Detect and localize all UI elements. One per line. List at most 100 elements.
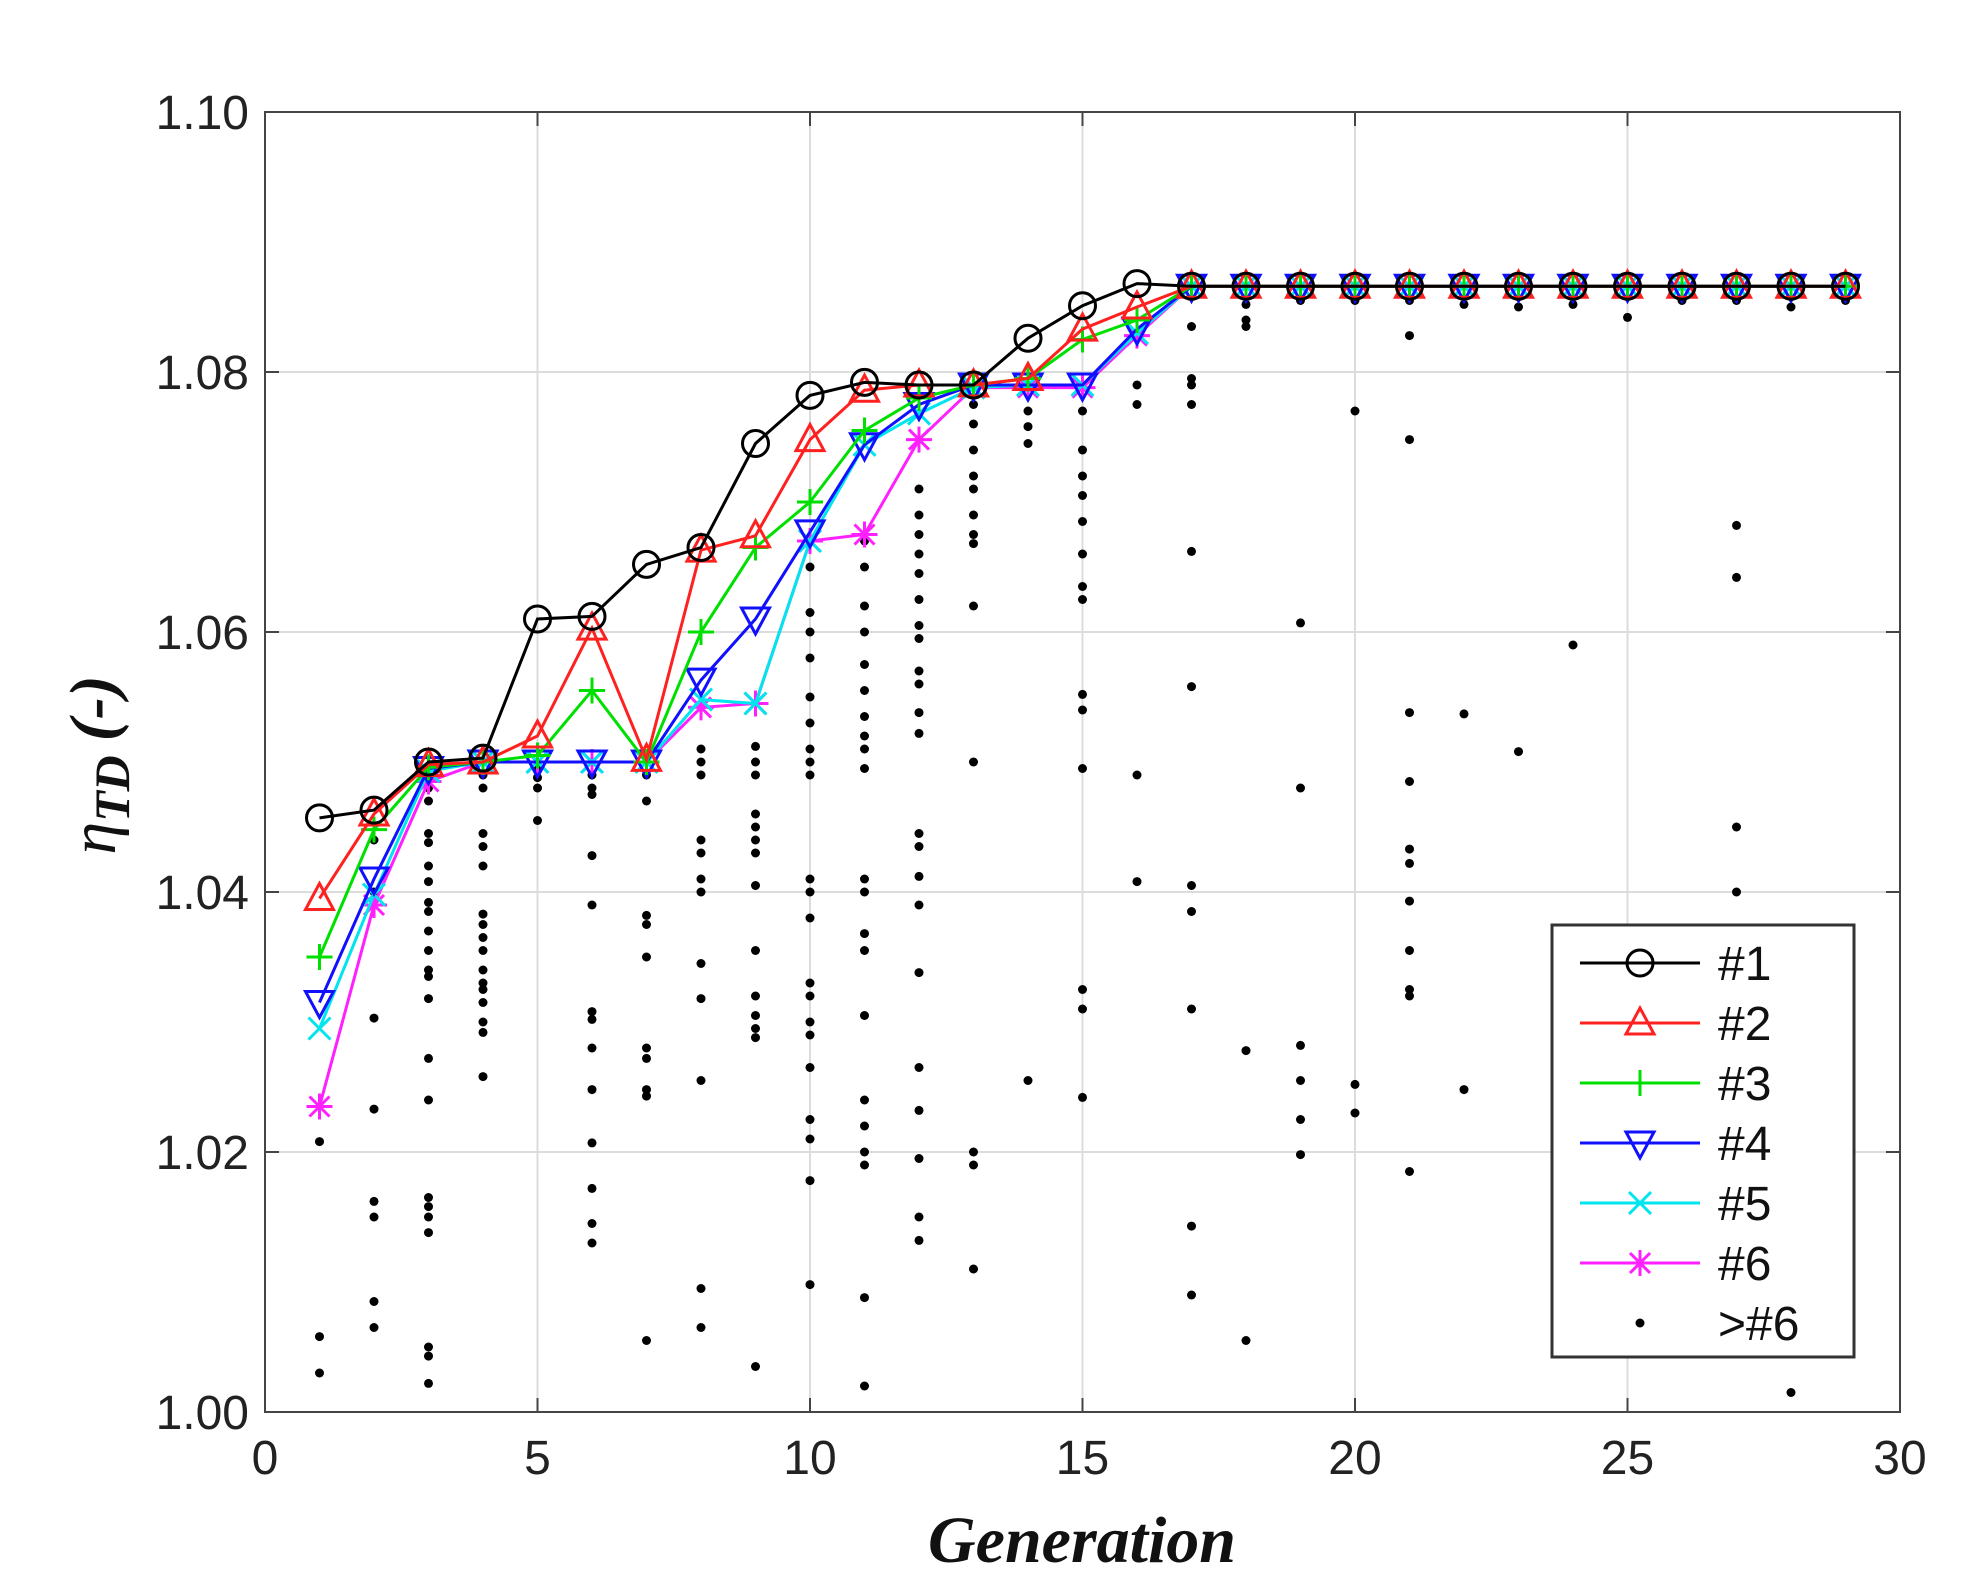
y-tick-label: 1.00	[156, 1387, 249, 1440]
series-point	[1501, 268, 1536, 299]
scatter-point	[969, 510, 978, 520]
scatter-point	[1078, 445, 1087, 455]
scatter-point	[642, 1053, 651, 1063]
scatter-point	[805, 692, 815, 702]
scatter-point	[860, 660, 869, 669]
scatter-point	[1187, 546, 1196, 556]
scatter-point	[369, 1013, 379, 1023]
scatter-point	[642, 796, 651, 806]
scatter-point	[642, 1043, 651, 1053]
series-point	[632, 549, 661, 579]
scatter-point	[805, 1280, 815, 1290]
scatter-point	[914, 679, 924, 689]
scatter-point	[1568, 640, 1578, 650]
scatter-point	[369, 1297, 379, 1306]
scatter-point	[587, 1043, 597, 1053]
series-point	[1722, 271, 1751, 301]
scatter-point	[860, 1160, 869, 1170]
series-point	[1613, 271, 1642, 301]
scatter-point	[1023, 1076, 1033, 1085]
series-point	[743, 691, 768, 716]
scatter-point	[1187, 1221, 1196, 1231]
scatter-point	[969, 1147, 978, 1157]
scatter-point	[860, 1121, 869, 1131]
scatter-point	[860, 627, 869, 637]
scatter-point	[696, 1076, 706, 1085]
scatter-point	[751, 848, 760, 858]
scatter-point	[805, 1063, 815, 1072]
scatter-point	[1296, 783, 1305, 793]
scatter-point	[369, 1104, 379, 1114]
legend-item: #4	[1580, 1118, 1771, 1171]
series-point	[850, 367, 879, 397]
scatter-point	[424, 994, 433, 1004]
scatter-point	[533, 783, 542, 793]
scatter-point	[805, 1030, 815, 1040]
legend-marker	[1627, 1190, 1653, 1216]
series-point	[1504, 271, 1533, 301]
x-tick-label: 20	[1328, 1432, 1381, 1485]
scatter-point	[805, 1134, 815, 1144]
scatter-point	[696, 848, 706, 858]
series-point	[1774, 268, 1808, 299]
legend-label: #4	[1718, 1118, 1771, 1171]
series-point	[1667, 271, 1697, 301]
scatter-point	[914, 968, 924, 978]
scatter-point	[1187, 907, 1196, 916]
scatter-point	[914, 728, 924, 738]
scatter-point	[369, 1212, 379, 1222]
legend: #1 #2 #3 #4 #5 #6 >#6	[1550, 923, 1856, 1359]
scatter-point	[1132, 400, 1142, 409]
scatter-point	[914, 842, 924, 851]
x-tick-label: 0	[252, 1432, 279, 1485]
series-point	[906, 426, 932, 453]
series-point	[1069, 374, 1096, 401]
scatter-point	[860, 686, 869, 695]
x-tick-label: 10	[783, 1432, 836, 1485]
scatter-point	[1350, 1108, 1360, 1118]
scatter-point	[1187, 881, 1196, 890]
series-n1	[305, 269, 1860, 833]
scatter-point	[696, 887, 706, 897]
scatter-point	[1405, 777, 1414, 786]
scatter-point	[424, 972, 433, 981]
scatter-point	[1459, 709, 1469, 719]
series-point	[1610, 268, 1645, 299]
series-point	[306, 1093, 333, 1120]
scatter-point	[696, 770, 706, 780]
scatter-point	[805, 978, 815, 988]
scatter-point	[696, 959, 706, 968]
scatter-point	[751, 946, 760, 955]
series-point	[302, 990, 337, 1021]
legend-box	[1550, 923, 1856, 1359]
scatter-point	[914, 1235, 924, 1245]
series-point	[523, 604, 552, 634]
scatter-point	[1187, 1290, 1196, 1300]
legend-marker	[1627, 1070, 1653, 1096]
scatter-point	[642, 952, 651, 962]
scatter-point	[1405, 946, 1414, 955]
scatter-point	[860, 1293, 869, 1303]
scatter-point	[424, 926, 433, 936]
scatter-point	[1132, 380, 1142, 390]
scatter-point	[1786, 1388, 1796, 1397]
series-point	[1558, 271, 1588, 301]
y-tick-label: 1.02	[156, 1127, 249, 1180]
scatter-point	[1568, 299, 1578, 309]
series-point	[1340, 271, 1370, 301]
series-point	[1013, 323, 1043, 353]
scatter-point	[805, 718, 815, 728]
scatter-point	[969, 445, 978, 455]
scatter-point	[1132, 877, 1142, 887]
scatter-point	[1023, 422, 1033, 432]
scatter-point	[1241, 322, 1251, 331]
legend-item: >#6	[1635, 1298, 1799, 1351]
scatter-point	[914, 484, 924, 494]
scatter-point	[860, 887, 869, 897]
series-point	[1665, 268, 1699, 299]
scatter-point	[478, 909, 488, 919]
scatter-point	[478, 998, 488, 1007]
scatter-point	[424, 897, 433, 907]
scatter-point	[424, 1378, 433, 1388]
